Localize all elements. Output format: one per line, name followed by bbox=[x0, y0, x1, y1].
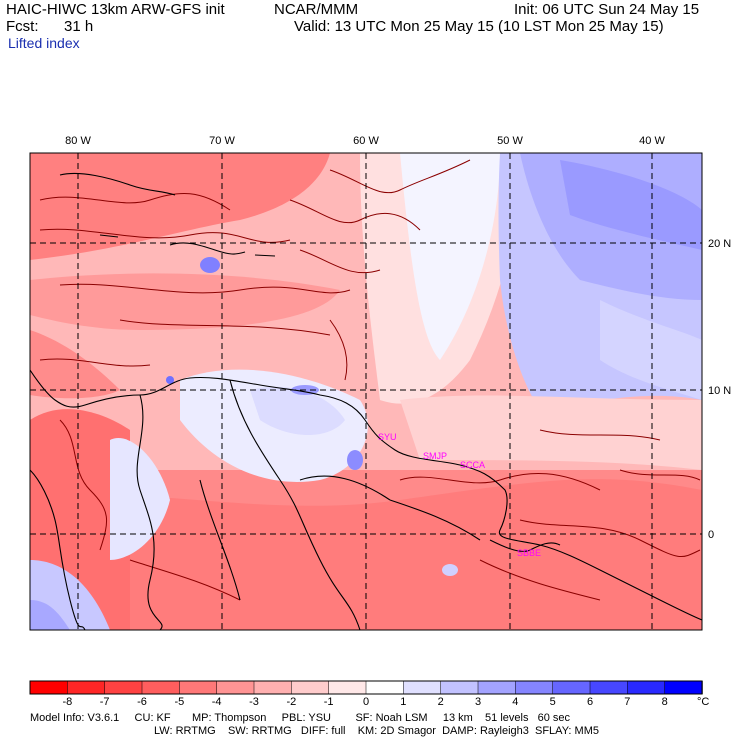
colorbar-swatch bbox=[403, 680, 442, 695]
field-name: Lifted index bbox=[8, 35, 80, 51]
lat-label: 20 N bbox=[708, 238, 731, 250]
colorbar-tick-label: 3 bbox=[475, 696, 481, 708]
colorbar-tick-label: -5 bbox=[174, 696, 184, 708]
colorbar-swatch bbox=[440, 680, 479, 695]
forecast-hour: 31 h bbox=[64, 18, 94, 35]
colorbar-tick-label: 7 bbox=[624, 696, 630, 708]
colorbar-tick-label: 0 bbox=[363, 696, 369, 708]
lon-label: 60 W bbox=[353, 135, 379, 147]
model-title: HAIC-HIWC 13km ARW-GFS init bbox=[6, 1, 225, 18]
station-label: SCCA bbox=[460, 460, 485, 470]
model-info-line2: LW: RRTMG SW: RRTMG DIFF: full KM: 2D Sm… bbox=[154, 725, 599, 737]
lon-label: 40 W bbox=[639, 135, 665, 147]
init-time: Init: 06 UTC Sun 24 May 15 bbox=[514, 1, 700, 18]
lat-label: 0 bbox=[708, 529, 714, 541]
colorbar-tick-label: -3 bbox=[249, 696, 259, 708]
station-label: SBBE bbox=[517, 548, 541, 558]
map-frame bbox=[29, 152, 703, 631]
colorbar-tick-label: 8 bbox=[662, 696, 668, 708]
colorbar-swatch bbox=[104, 680, 143, 695]
station-markers: SYU SMJP SCCA SBBE bbox=[378, 432, 541, 558]
station-label: SMJP bbox=[423, 451, 447, 461]
lon-label: 50 W bbox=[497, 135, 523, 147]
map-field bbox=[30, 153, 702, 630]
colorbar-swatch bbox=[253, 680, 293, 695]
latitude-labels: 20 N 10 N 0 bbox=[708, 238, 731, 541]
colorbar-tick-label: -8 bbox=[62, 696, 72, 708]
colorbar-tick-label: 1 bbox=[400, 696, 406, 708]
colorbar-swatch bbox=[141, 680, 181, 695]
colorbar-tick-label: 4 bbox=[512, 696, 518, 708]
colorbar-swatch bbox=[328, 680, 367, 695]
colorbar-tick-label: -7 bbox=[100, 696, 110, 708]
forecast-label: Fcst: bbox=[6, 18, 39, 35]
colorbar-tick-label: -2 bbox=[286, 696, 296, 708]
colorbar-swatch bbox=[627, 680, 666, 695]
colorbar-swatch bbox=[515, 680, 554, 695]
colorbar-swatch bbox=[365, 680, 405, 695]
colorbar-swatch bbox=[589, 680, 629, 695]
colorbar-tick-label: 2 bbox=[438, 696, 444, 708]
colorbar-tick-label: -1 bbox=[324, 696, 334, 708]
organization-label: NCAR/MMM bbox=[274, 1, 359, 18]
colorbar-swatch bbox=[664, 680, 703, 695]
colorbar-swatch bbox=[179, 680, 218, 695]
longitude-labels: 80 W 70 W 60 W 50 W 40 W bbox=[65, 135, 665, 147]
lon-label: 70 W bbox=[209, 135, 235, 147]
colorbar-swatch bbox=[291, 680, 330, 695]
station-label: SYU bbox=[378, 432, 397, 442]
colorbar bbox=[29, 680, 703, 695]
colorbar-swatch bbox=[67, 680, 106, 695]
colorbar-unit: °C bbox=[697, 696, 709, 708]
colorbar-swatch bbox=[552, 680, 591, 695]
colorbar-labels: -8 -7 -6 -5 -4 -3 -2 -1 0 1 2 3 4 5 6 7 8 bbox=[62, 696, 667, 708]
colorbar-frame bbox=[29, 680, 703, 695]
colorbar-swatch bbox=[216, 680, 255, 695]
lon-label: 80 W bbox=[65, 135, 91, 147]
model-info-line1: Model Info: V3.6.1 CU: KF MP: Thompson P… bbox=[30, 712, 571, 724]
colorbar-tick-label: -6 bbox=[137, 696, 147, 708]
colorbar-tick-label: -4 bbox=[212, 696, 222, 708]
colorbar-tick-label: 5 bbox=[550, 696, 556, 708]
lat-label: 10 N bbox=[708, 385, 731, 397]
colorbar-swatch bbox=[477, 680, 517, 695]
colorbar-tick-label: 6 bbox=[587, 696, 593, 708]
valid-time: Valid: 13 UTC Mon 25 May 15 (10 LST Mon … bbox=[294, 18, 664, 35]
colorbar-swatch bbox=[29, 680, 69, 695]
